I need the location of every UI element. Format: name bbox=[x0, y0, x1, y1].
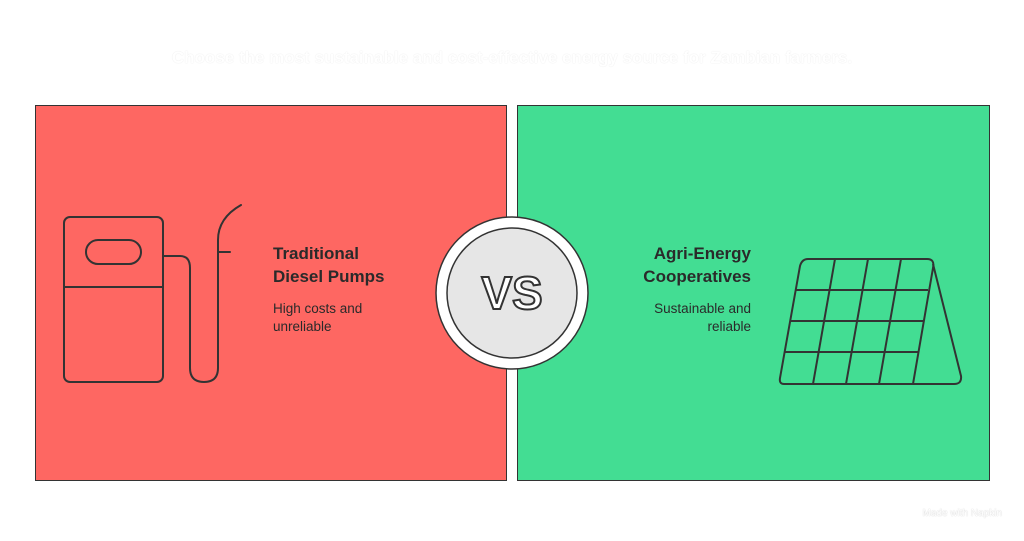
right-heading-line1: Agri-Energy bbox=[653, 244, 751, 263]
page-title: Choose the most sustainable and cost-eff… bbox=[171, 48, 853, 67]
right-option-panel bbox=[517, 105, 990, 481]
vs-label: VS bbox=[480, 267, 543, 319]
solar-panel-icon bbox=[778, 258, 963, 385]
left-heading-line1: Traditional bbox=[273, 244, 359, 263]
right-desc-line1: Sustainable and bbox=[654, 301, 751, 316]
fuel-pump-icon bbox=[63, 204, 242, 384]
right-heading-line2: Cooperatives bbox=[643, 267, 751, 286]
right-desc-line2: reliable bbox=[707, 319, 751, 334]
left-heading-line2: Diesel Pumps bbox=[273, 267, 385, 286]
left-desc-line2: unreliable bbox=[273, 319, 332, 334]
napkin-credit: Made with Napkin bbox=[922, 508, 1002, 519]
left-desc-line1: High costs and bbox=[273, 301, 363, 316]
vs-badge bbox=[435, 216, 589, 370]
